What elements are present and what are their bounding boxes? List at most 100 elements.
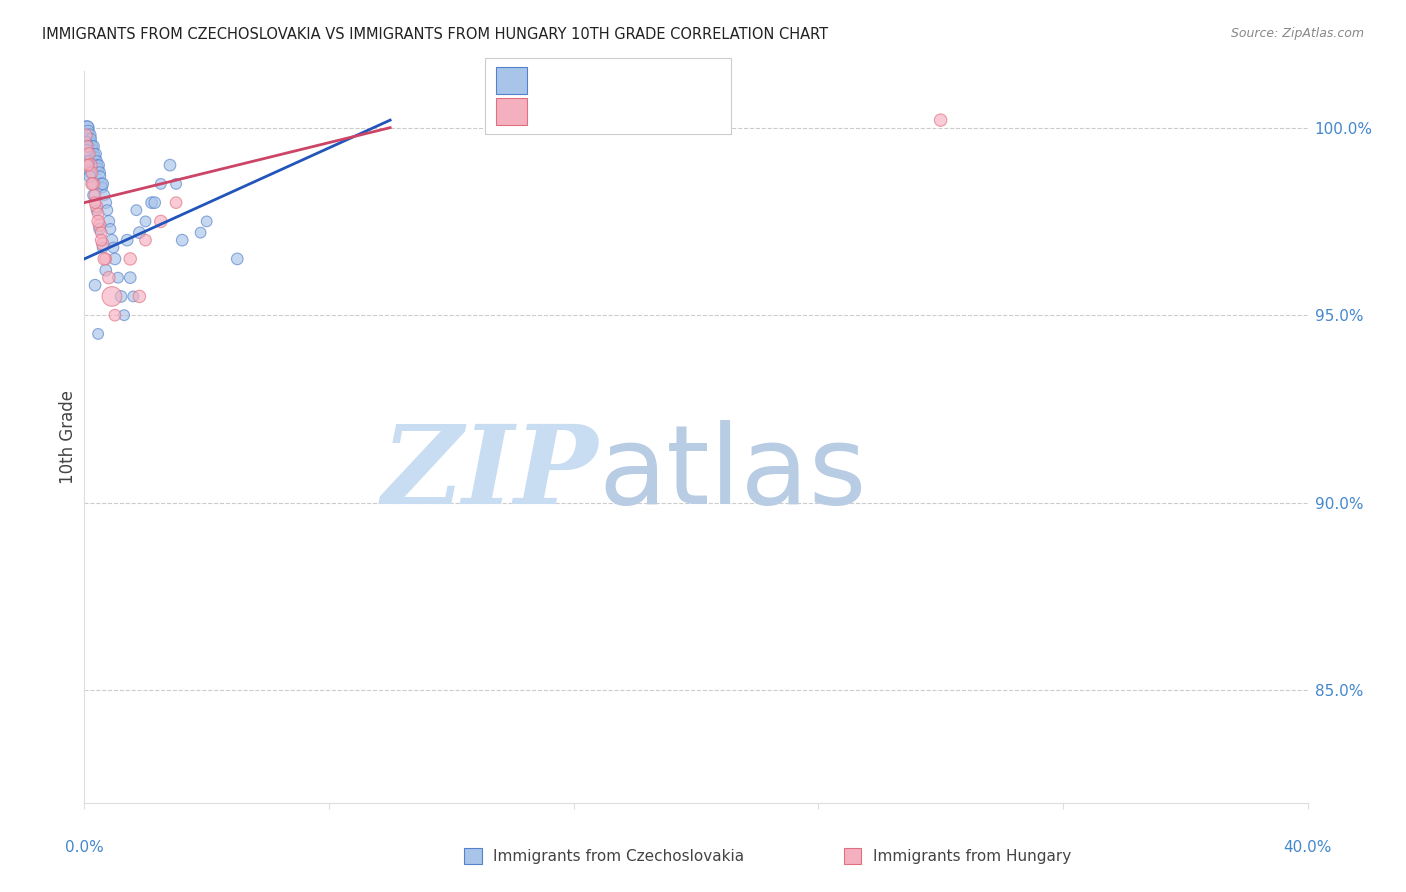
Point xyxy=(84,151,107,165)
Point xyxy=(165,195,187,210)
Text: R = 0.337   N = 28: R = 0.337 N = 28 xyxy=(538,103,696,120)
Point xyxy=(80,132,103,146)
Point xyxy=(90,233,112,247)
Point xyxy=(80,177,103,191)
Point xyxy=(929,113,952,128)
Point xyxy=(89,222,111,236)
Point xyxy=(101,289,124,303)
Point xyxy=(87,207,110,221)
Point xyxy=(104,252,127,266)
Point xyxy=(91,180,114,194)
Point xyxy=(80,177,103,191)
Point xyxy=(75,128,97,142)
Point xyxy=(79,158,101,172)
Text: R = 0.294   N = 65: R = 0.294 N = 65 xyxy=(538,71,696,89)
Point xyxy=(172,233,194,247)
Text: Immigrants from Czechoslovakia: Immigrants from Czechoslovakia xyxy=(494,849,744,863)
Point xyxy=(120,252,142,266)
Text: IMMIGRANTS FROM CZECHOSLOVAKIA VS IMMIGRANTS FROM HUNGARY 10TH GRADE CORRELATION: IMMIGRANTS FROM CZECHOSLOVAKIA VS IMMIGR… xyxy=(42,27,828,42)
Point xyxy=(107,270,129,285)
Point xyxy=(94,195,117,210)
Point xyxy=(149,214,172,228)
Point xyxy=(84,278,107,293)
Point xyxy=(79,166,101,180)
Point xyxy=(77,147,100,161)
Point xyxy=(112,308,135,322)
Point xyxy=(110,289,132,303)
Point xyxy=(98,222,121,236)
Point xyxy=(97,214,120,228)
Point xyxy=(125,203,148,218)
Point xyxy=(89,169,111,184)
Point xyxy=(93,252,115,266)
Y-axis label: 10th Grade: 10th Grade xyxy=(59,390,77,484)
Point xyxy=(122,289,145,303)
Point xyxy=(86,203,108,218)
Text: Immigrants from Hungary: Immigrants from Hungary xyxy=(873,849,1071,863)
Point xyxy=(190,226,212,240)
Point xyxy=(226,252,249,266)
Point xyxy=(104,308,127,322)
Point xyxy=(89,218,111,232)
Point xyxy=(159,158,181,172)
Point xyxy=(86,154,108,169)
Point xyxy=(94,252,117,266)
Point xyxy=(135,214,157,228)
Point xyxy=(89,166,111,180)
Point xyxy=(91,241,114,255)
Point xyxy=(76,143,98,157)
Point xyxy=(91,177,114,191)
Point xyxy=(83,188,105,202)
Point xyxy=(128,289,150,303)
Text: 40.0%: 40.0% xyxy=(1284,840,1331,855)
Point xyxy=(128,226,150,240)
Point xyxy=(87,158,110,172)
Point xyxy=(94,263,117,277)
Point xyxy=(79,128,101,142)
Point xyxy=(75,128,97,142)
Point xyxy=(87,326,110,341)
Point xyxy=(84,188,107,202)
Point xyxy=(77,132,100,146)
Point xyxy=(79,136,101,150)
Point xyxy=(82,143,104,157)
Point xyxy=(76,139,98,153)
Point xyxy=(93,188,115,202)
Point xyxy=(87,214,110,228)
Point xyxy=(120,270,142,285)
Point xyxy=(86,199,108,213)
Point xyxy=(143,195,166,210)
Point xyxy=(87,161,110,176)
Point xyxy=(135,233,157,247)
Point xyxy=(165,177,187,191)
Text: Source: ZipAtlas.com: Source: ZipAtlas.com xyxy=(1230,27,1364,40)
Point xyxy=(84,195,107,210)
Point xyxy=(91,236,114,251)
Point xyxy=(76,120,98,135)
Point xyxy=(97,270,120,285)
Point xyxy=(84,147,107,161)
Point xyxy=(90,177,112,191)
Point xyxy=(77,154,100,169)
Point xyxy=(101,233,124,247)
Point xyxy=(80,139,103,153)
Point xyxy=(96,203,118,218)
Point xyxy=(90,226,112,240)
Point xyxy=(76,147,98,161)
Point xyxy=(86,158,108,172)
Point xyxy=(75,139,97,153)
Point xyxy=(83,147,105,161)
Point xyxy=(83,139,105,153)
Text: ZIP: ZIP xyxy=(381,420,598,527)
Point xyxy=(83,177,105,191)
Point xyxy=(77,158,100,172)
Point xyxy=(115,233,138,247)
Text: 0.0%: 0.0% xyxy=(65,840,104,855)
Point xyxy=(195,214,218,228)
Point xyxy=(75,136,97,150)
Point xyxy=(77,158,100,172)
Point xyxy=(149,177,172,191)
Point xyxy=(77,124,100,138)
Point xyxy=(103,241,125,255)
Text: atlas: atlas xyxy=(598,420,866,527)
